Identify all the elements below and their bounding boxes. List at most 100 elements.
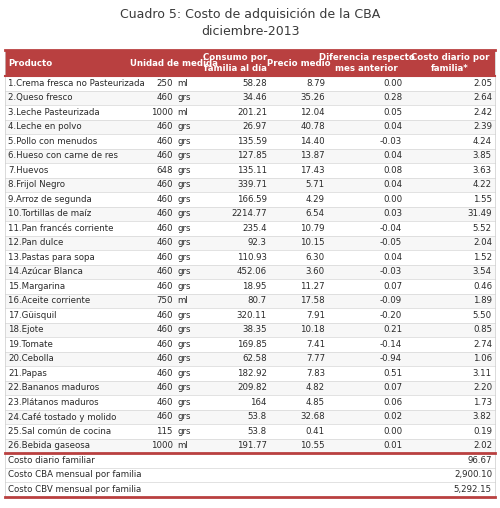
Text: 92.3: 92.3 xyxy=(248,238,267,247)
Text: 4.29: 4.29 xyxy=(306,195,325,204)
Text: 0.05: 0.05 xyxy=(383,108,402,117)
Text: 23.Plátanos maduros: 23.Plátanos maduros xyxy=(8,398,98,407)
Text: 0.04: 0.04 xyxy=(383,122,402,131)
Text: 2.20: 2.20 xyxy=(473,383,492,392)
Text: 135.11: 135.11 xyxy=(237,166,267,175)
Text: 53.8: 53.8 xyxy=(248,412,267,421)
Text: 1.55: 1.55 xyxy=(473,195,492,204)
Bar xyxy=(5,206,495,221)
Bar xyxy=(5,76,495,90)
Bar xyxy=(5,279,495,294)
Text: 26.97: 26.97 xyxy=(242,122,267,131)
Text: ml: ml xyxy=(177,79,188,88)
Text: 7.91: 7.91 xyxy=(306,311,325,320)
Text: 115: 115 xyxy=(156,427,173,436)
Text: 15.Margarina: 15.Margarina xyxy=(8,282,65,291)
Bar xyxy=(5,192,495,206)
Text: Producto: Producto xyxy=(8,58,52,68)
Text: 19.Tomate: 19.Tomate xyxy=(8,340,53,349)
Text: -0.94: -0.94 xyxy=(380,354,402,363)
Text: 35.26: 35.26 xyxy=(300,93,325,102)
Text: 460: 460 xyxy=(156,282,173,291)
Text: 4.Leche en polvo: 4.Leche en polvo xyxy=(8,122,82,131)
Text: 0.41: 0.41 xyxy=(306,427,325,436)
Text: 40.78: 40.78 xyxy=(300,122,325,131)
Text: grs: grs xyxy=(177,267,190,276)
Text: 18.95: 18.95 xyxy=(242,282,267,291)
Text: 13.87: 13.87 xyxy=(300,151,325,160)
Text: 2214.77: 2214.77 xyxy=(232,209,267,218)
Text: 5.52: 5.52 xyxy=(473,224,492,233)
Text: -0.05: -0.05 xyxy=(380,238,402,247)
Bar xyxy=(5,366,495,380)
Text: 135.59: 135.59 xyxy=(237,137,267,146)
Text: 0.28: 0.28 xyxy=(383,93,402,102)
Text: 460: 460 xyxy=(156,383,173,392)
Text: grs: grs xyxy=(177,427,190,436)
Text: grs: grs xyxy=(177,369,190,378)
Text: 2,900.10: 2,900.10 xyxy=(454,470,492,479)
Text: 750: 750 xyxy=(156,296,173,305)
Text: grs: grs xyxy=(177,195,190,204)
Text: 460: 460 xyxy=(156,267,173,276)
Bar xyxy=(5,134,495,148)
Text: 460: 460 xyxy=(156,209,173,218)
Text: 182.92: 182.92 xyxy=(237,369,267,378)
Text: 0.46: 0.46 xyxy=(473,282,492,291)
Text: 0.07: 0.07 xyxy=(383,383,402,392)
Bar xyxy=(5,323,495,337)
Text: 20.Cebolla: 20.Cebolla xyxy=(8,354,54,363)
Text: 31.49: 31.49 xyxy=(468,209,492,218)
Text: 11.Pan francés corriente: 11.Pan francés corriente xyxy=(8,224,114,233)
Text: 0.03: 0.03 xyxy=(383,209,402,218)
Text: 169.85: 169.85 xyxy=(237,340,267,349)
Text: 191.77: 191.77 xyxy=(237,441,267,450)
Text: 6.54: 6.54 xyxy=(306,209,325,218)
Text: 17.Güisquil: 17.Güisquil xyxy=(8,311,56,320)
Text: 4.22: 4.22 xyxy=(473,180,492,189)
Text: 0.85: 0.85 xyxy=(473,325,492,334)
Bar xyxy=(5,380,495,395)
Text: grs: grs xyxy=(177,412,190,421)
Text: 320.11: 320.11 xyxy=(237,311,267,320)
Text: 4.24: 4.24 xyxy=(473,137,492,146)
Text: 9.Arroz de segunda: 9.Arroz de segunda xyxy=(8,195,92,204)
Text: 5,292.15: 5,292.15 xyxy=(454,485,492,494)
Bar xyxy=(5,119,495,134)
Text: 452.06: 452.06 xyxy=(237,267,267,276)
Bar xyxy=(5,482,495,496)
Text: 34.46: 34.46 xyxy=(242,93,267,102)
Text: Cuadro 5: Costo de adquisición de la CBA
diciembre-2013: Cuadro 5: Costo de adquisición de la CBA… xyxy=(120,8,380,38)
Text: ml: ml xyxy=(177,441,188,450)
Text: 0.08: 0.08 xyxy=(383,166,402,175)
Text: grs: grs xyxy=(177,253,190,262)
Text: 1000: 1000 xyxy=(151,108,173,117)
Bar xyxy=(5,294,495,308)
Text: 1.52: 1.52 xyxy=(473,253,492,262)
Text: 24.Café tostado y molido: 24.Café tostado y molido xyxy=(8,412,117,422)
Text: 8.Frijol Negro: 8.Frijol Negro xyxy=(8,180,65,189)
Text: grs: grs xyxy=(177,383,190,392)
Text: 2.05: 2.05 xyxy=(473,79,492,88)
Text: 460: 460 xyxy=(156,137,173,146)
Text: grs: grs xyxy=(177,340,190,349)
Text: 58.28: 58.28 xyxy=(242,79,267,88)
Text: 14.Azúcar Blanca: 14.Azúcar Blanca xyxy=(8,267,83,276)
Bar xyxy=(5,308,495,323)
Text: 7.83: 7.83 xyxy=(306,369,325,378)
Text: Costo CBA mensual por familia: Costo CBA mensual por familia xyxy=(8,470,141,479)
Text: 127.85: 127.85 xyxy=(237,151,267,160)
Text: 460: 460 xyxy=(156,253,173,262)
Text: 0.00: 0.00 xyxy=(383,79,402,88)
Text: grs: grs xyxy=(177,311,190,320)
Text: grs: grs xyxy=(177,398,190,407)
Text: 10.Tortillas de maíz: 10.Tortillas de maíz xyxy=(8,209,91,218)
Text: 3.82: 3.82 xyxy=(473,412,492,421)
Text: 201.21: 201.21 xyxy=(237,108,267,117)
Text: 0.51: 0.51 xyxy=(383,369,402,378)
Bar xyxy=(5,221,495,236)
Text: 235.4: 235.4 xyxy=(242,224,267,233)
Bar xyxy=(5,453,495,467)
Text: 1.89: 1.89 xyxy=(473,296,492,305)
Text: 3.85: 3.85 xyxy=(473,151,492,160)
